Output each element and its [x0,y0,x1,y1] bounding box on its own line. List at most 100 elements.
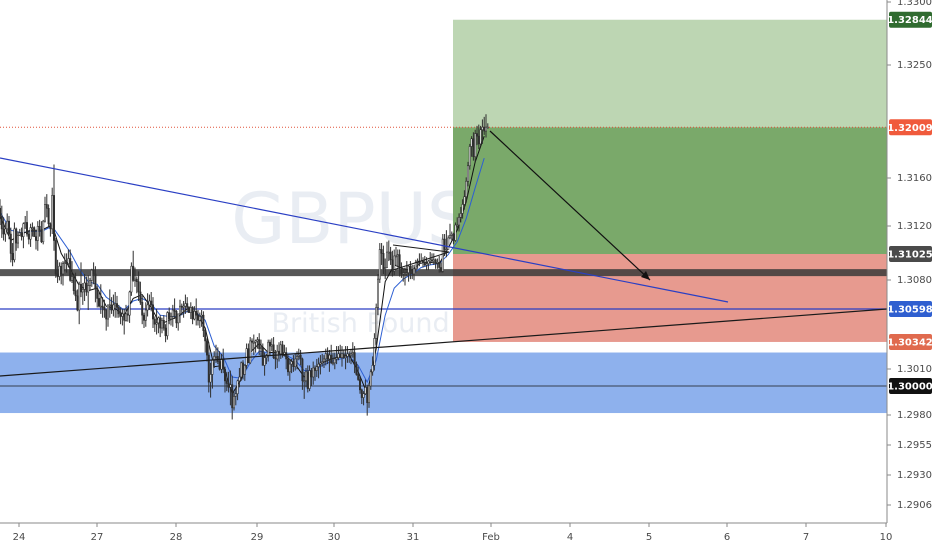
candle [484,114,487,138]
candle [396,249,399,268]
candle [125,304,128,322]
candle [236,379,239,401]
candle [119,307,122,325]
candle [189,302,192,320]
take-profit-zone-lower[interactable] [453,127,887,254]
projection-arrow-line[interactable] [489,130,651,281]
candle [441,234,444,273]
candle [227,371,230,393]
candle [348,351,351,363]
candle [373,333,376,371]
candle [403,267,406,286]
candle [436,258,439,269]
candle [83,273,86,302]
black-trendline[interactable] [0,308,888,377]
candle [98,290,101,308]
support-zone[interactable] [0,352,887,414]
candle [85,276,88,296]
candle [197,310,200,326]
candle [31,222,34,237]
candle [418,253,421,267]
candle [202,311,205,338]
take-profit-zone-upper[interactable] [453,19,887,128]
candle [103,299,106,318]
price-badge-level: 1.30598 [887,300,932,317]
candle [22,222,25,249]
candle [448,223,451,240]
candle [56,259,59,283]
candle [251,338,254,352]
candle [107,304,110,327]
candle [288,358,291,381]
candle [110,297,113,314]
candle [166,311,169,340]
candle [207,342,210,393]
candle [479,125,482,147]
candle [225,371,228,392]
candle [465,177,468,202]
candle [128,290,131,323]
stop-loss-zone[interactable] [453,254,887,342]
candle [420,253,423,264]
candle [231,375,234,420]
candle [137,271,140,302]
candle [486,123,489,129]
candle [29,223,32,247]
candle [349,349,352,365]
candle [153,316,156,332]
candle [234,387,237,406]
candle [362,391,365,406]
candle [245,343,248,370]
x-tick-label: 6 [724,532,730,543]
candle [279,340,282,359]
candle [247,343,250,364]
candle [211,358,214,389]
candle [267,339,270,362]
candle [186,297,189,313]
candle [188,306,191,313]
candle [456,217,459,228]
price-badge-target: 1.32844 [887,11,932,28]
triangle-upper-line[interactable] [392,244,450,253]
candle [193,306,196,321]
candle [389,246,392,265]
x-tick-label: 5 [646,532,652,543]
candle [177,313,180,331]
candle [326,347,329,365]
candle [259,339,262,357]
candle [132,250,135,282]
candle [105,308,108,331]
candle [378,243,381,283]
candle [216,347,219,365]
candle [285,347,288,370]
candle [71,261,74,283]
candle [391,250,394,277]
candle [204,329,207,353]
candle [454,222,457,242]
candle [243,364,246,381]
candle [49,222,52,237]
candle [180,303,183,316]
candle [256,337,259,349]
candle [303,371,306,399]
candle [240,361,243,381]
candle [463,190,466,210]
x-tick-label: 7 [803,532,809,543]
candle [69,249,72,282]
blue-trendline[interactable] [0,157,729,303]
candle [385,241,388,268]
candle [340,346,343,367]
triangle-lower-line[interactable] [392,251,450,271]
candle [60,262,63,285]
candle [483,116,486,135]
candle [474,129,477,162]
candle [218,351,221,371]
candle [310,367,313,386]
candle [36,221,39,251]
candle [175,310,178,329]
candle [47,204,50,227]
candle [238,367,241,388]
candle [295,351,298,370]
price-badge-entry: 1.31025 [887,246,932,262]
